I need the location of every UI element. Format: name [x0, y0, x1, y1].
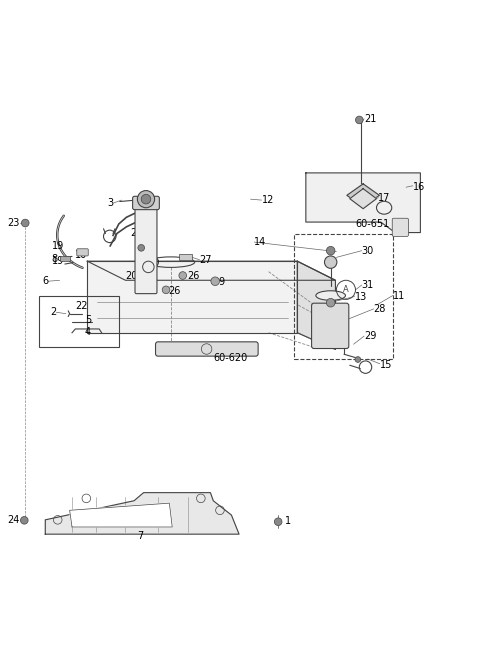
- Text: 1: 1: [285, 516, 291, 526]
- Text: A: A: [146, 264, 151, 270]
- Text: 14: 14: [254, 237, 266, 247]
- Text: 29: 29: [364, 331, 376, 341]
- Circle shape: [179, 272, 187, 279]
- Text: 22: 22: [75, 301, 88, 311]
- Text: 30: 30: [362, 246, 374, 256]
- Text: 16: 16: [413, 182, 425, 192]
- FancyBboxPatch shape: [135, 203, 157, 294]
- Text: 31: 31: [362, 280, 374, 290]
- Text: 60-651: 60-651: [356, 219, 390, 229]
- Circle shape: [162, 286, 170, 294]
- Circle shape: [275, 518, 282, 525]
- Circle shape: [22, 219, 29, 227]
- Bar: [179, 254, 192, 260]
- Text: 27: 27: [199, 255, 212, 265]
- Text: 5: 5: [85, 316, 91, 325]
- Text: 24: 24: [7, 515, 20, 525]
- Text: 20: 20: [125, 272, 138, 281]
- Text: 15: 15: [380, 359, 392, 370]
- Circle shape: [355, 357, 361, 362]
- FancyBboxPatch shape: [156, 342, 258, 356]
- Polygon shape: [297, 261, 336, 350]
- Text: 12: 12: [262, 195, 274, 205]
- Circle shape: [138, 245, 144, 251]
- Polygon shape: [347, 184, 379, 207]
- Text: 17: 17: [378, 193, 391, 203]
- Circle shape: [141, 194, 151, 204]
- Text: 6: 6: [42, 276, 48, 286]
- Polygon shape: [87, 261, 297, 333]
- Circle shape: [137, 190, 155, 208]
- Circle shape: [326, 298, 335, 307]
- Circle shape: [326, 247, 335, 255]
- Text: 20: 20: [147, 258, 159, 268]
- Circle shape: [324, 256, 337, 268]
- Text: 60-620: 60-620: [213, 352, 248, 363]
- FancyBboxPatch shape: [312, 303, 349, 348]
- Text: 28: 28: [373, 304, 386, 314]
- FancyBboxPatch shape: [132, 196, 159, 210]
- Text: 11: 11: [393, 291, 405, 300]
- Text: 10: 10: [75, 249, 88, 260]
- Polygon shape: [87, 261, 336, 280]
- Circle shape: [21, 516, 28, 524]
- Text: 19: 19: [52, 241, 64, 251]
- Text: 13: 13: [355, 291, 367, 302]
- Text: 26: 26: [188, 272, 200, 281]
- Text: 25: 25: [130, 228, 143, 237]
- Text: 2: 2: [50, 307, 56, 318]
- Text: 4: 4: [85, 327, 91, 337]
- Polygon shape: [350, 189, 376, 209]
- Circle shape: [356, 116, 363, 124]
- Text: 26: 26: [168, 286, 181, 296]
- Ellipse shape: [316, 291, 346, 300]
- Text: 3: 3: [108, 198, 114, 208]
- Polygon shape: [45, 493, 239, 534]
- FancyBboxPatch shape: [77, 249, 88, 256]
- Text: 21: 21: [364, 114, 376, 124]
- Circle shape: [211, 277, 219, 285]
- Bar: [91, 319, 97, 324]
- Polygon shape: [70, 503, 172, 527]
- Polygon shape: [306, 173, 420, 233]
- Text: 18: 18: [140, 246, 152, 256]
- Text: 9: 9: [218, 277, 225, 287]
- FancyBboxPatch shape: [392, 218, 408, 236]
- Bar: [60, 256, 70, 260]
- Text: 7: 7: [137, 531, 144, 541]
- Text: A: A: [343, 285, 349, 295]
- Text: 8: 8: [51, 254, 58, 264]
- Text: 19: 19: [52, 256, 64, 266]
- Text: 23: 23: [7, 218, 20, 228]
